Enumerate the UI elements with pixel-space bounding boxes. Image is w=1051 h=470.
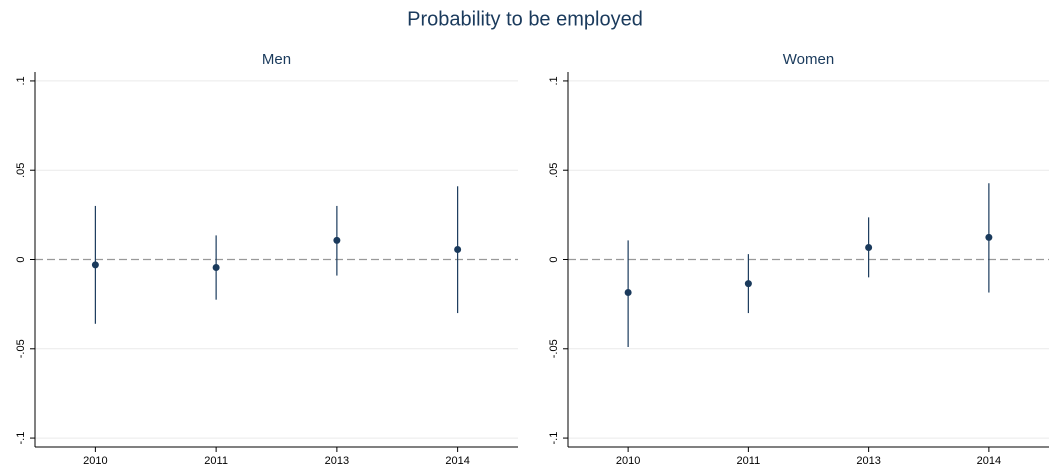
- x-tick-label: 2011: [204, 455, 228, 467]
- x-tick-label: 2010: [616, 455, 640, 467]
- y-tick-label: .05: [548, 163, 560, 178]
- y-tick-label: .1: [548, 76, 560, 85]
- y-tick-label: -.1: [548, 432, 560, 445]
- point: [985, 233, 993, 241]
- point: [91, 261, 99, 269]
- point: [212, 264, 220, 272]
- y-tick-label: 0: [15, 256, 27, 262]
- point: [865, 244, 873, 252]
- panel-title: Women: [783, 51, 834, 68]
- point: [454, 246, 462, 253]
- x-tick-label: 2014: [977, 455, 1001, 467]
- x-tick-label: 2013: [325, 455, 349, 467]
- x-tick-label: 2011: [737, 455, 761, 467]
- x-tick-label: 2014: [445, 455, 469, 467]
- x-tick-label: 2013: [856, 455, 880, 467]
- chart-title: Probability to be employed: [407, 8, 643, 30]
- panel-title: Men: [262, 51, 291, 68]
- y-tick-label: -.05: [548, 339, 560, 358]
- x-tick-label: 2010: [83, 455, 107, 467]
- y-tick-label: .1: [15, 76, 27, 85]
- point: [744, 280, 752, 288]
- y-tick-label: 0: [548, 256, 560, 262]
- y-tick-label: -.1: [15, 432, 27, 445]
- y-tick-label: -.05: [15, 339, 27, 358]
- y-tick-label: .05: [15, 163, 27, 178]
- point: [624, 289, 632, 297]
- point: [333, 236, 341, 244]
